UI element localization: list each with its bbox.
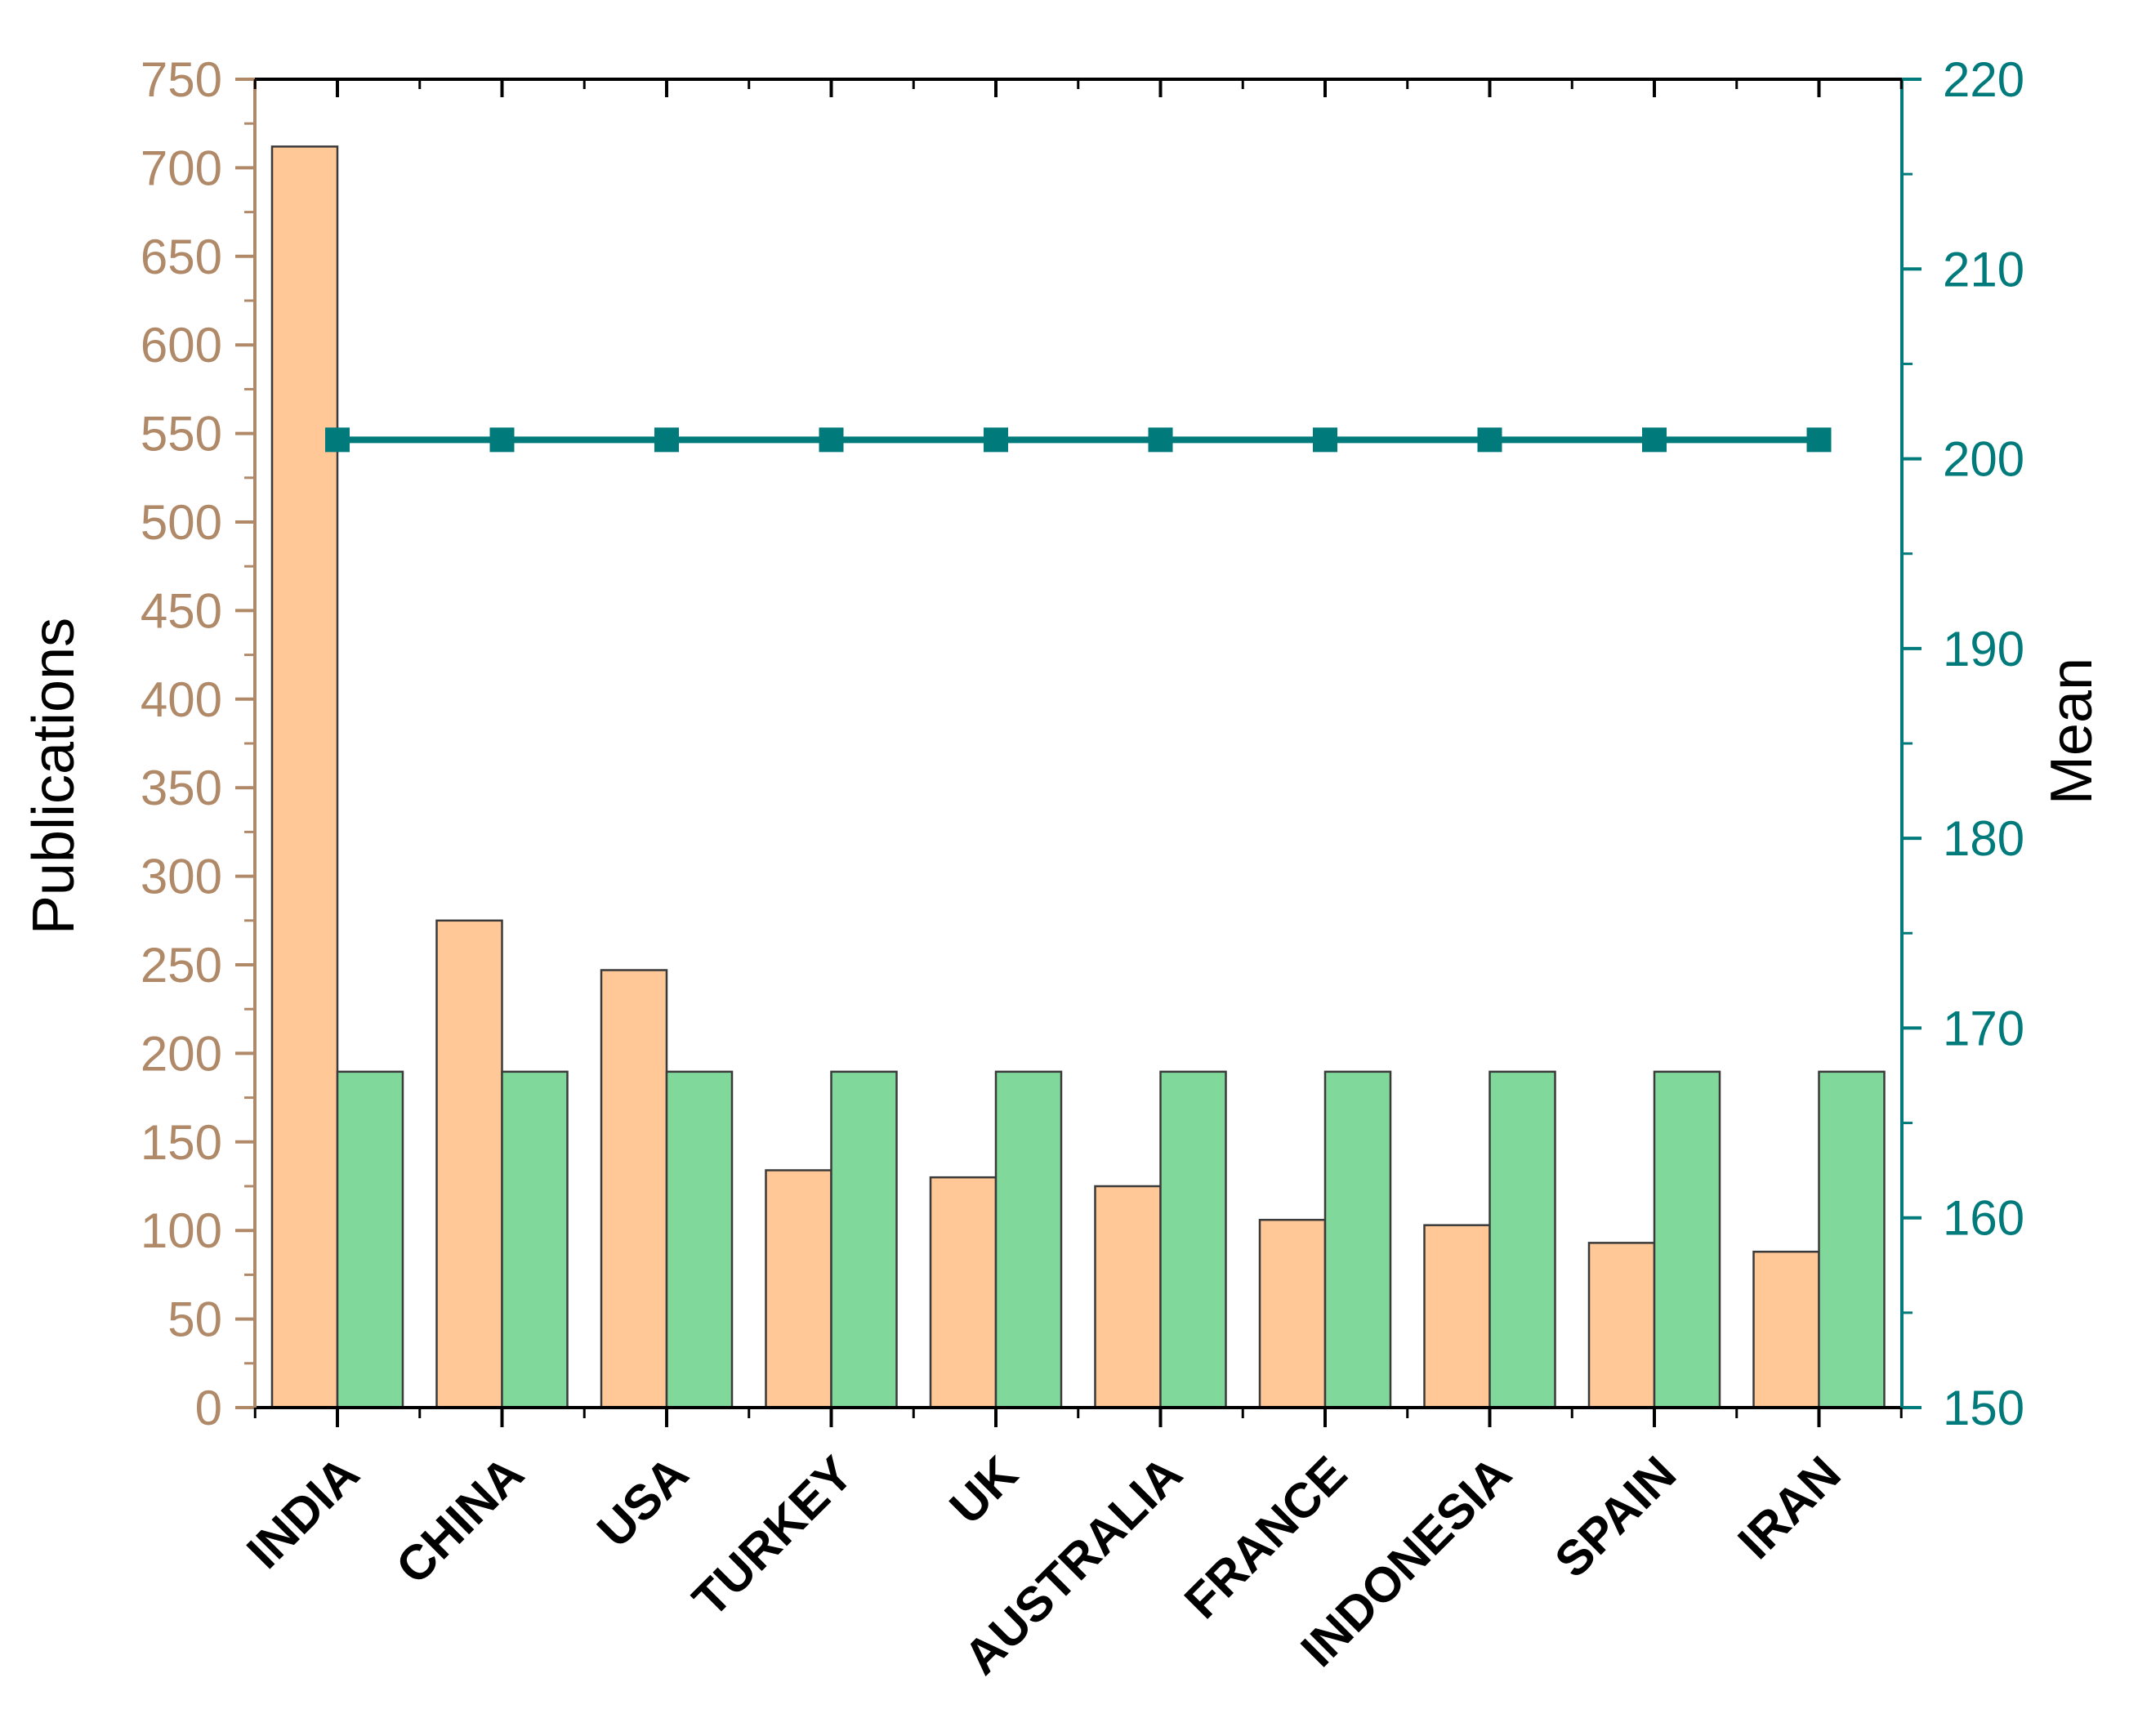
left-tick-label: 550: [141, 407, 222, 462]
bar-publications-france: [1258, 1218, 1327, 1409]
left-tick-label: 700: [141, 141, 222, 195]
bar-publications-indonesia: [1423, 1224, 1491, 1409]
bar-publications-uk: [929, 1176, 998, 1409]
bar-mean-indonesia: [1489, 1070, 1556, 1409]
bar-publications-spain: [1587, 1242, 1656, 1409]
category-label-uk: UK: [940, 1446, 1029, 1535]
category-label-spain: SPAIN: [1544, 1446, 1686, 1588]
bar-publications-usa: [600, 969, 668, 1409]
bar-publications-turkey: [765, 1169, 832, 1409]
bars-layer: [270, 145, 1886, 1409]
bar-publications-iran: [1752, 1250, 1820, 1409]
left-tick-label: 500: [141, 495, 222, 550]
mean-point-turkey: [819, 427, 844, 453]
category-label-iran: IRAN: [1728, 1446, 1851, 1569]
left-tick-label: 450: [141, 583, 222, 638]
right-tick-label: 170: [1943, 1001, 2024, 1055]
bar-mean-india: [336, 1070, 404, 1409]
bar-mean-uk: [994, 1070, 1063, 1409]
bar-mean-france: [1323, 1070, 1392, 1409]
bar-publications-china: [435, 919, 503, 1409]
left-tick-label: 750: [141, 52, 222, 107]
left-tick-label: 400: [141, 672, 222, 727]
line-layer: [325, 427, 1832, 453]
left-tick-label: 100: [141, 1203, 222, 1258]
left-tick-label: 150: [141, 1115, 222, 1170]
right-tick-label: 220: [1943, 52, 2024, 107]
right-tick-label: 180: [1943, 811, 2024, 866]
axes-layer: [235, 78, 1921, 1427]
y-axis-title-left: Publications: [21, 618, 87, 935]
category-label-turkey: TURKEY: [682, 1446, 864, 1627]
mean-point-iran: [1806, 427, 1832, 453]
left-tick-label: 200: [141, 1026, 222, 1081]
bar-mean-usa: [665, 1070, 734, 1409]
left-tick-label: 650: [141, 230, 222, 284]
right-tick-label: 160: [1943, 1191, 2024, 1246]
mean-point-usa: [654, 427, 679, 453]
right-tick-label: 150: [1943, 1381, 2024, 1435]
mean-point-india: [325, 427, 350, 453]
bar-mean-spain: [1653, 1070, 1721, 1409]
left-tick-label: 300: [141, 850, 222, 904]
left-tick-label: 600: [141, 318, 222, 373]
mean-point-uk: [984, 427, 1008, 453]
mean-point-france: [1313, 427, 1337, 453]
y-axis-title-right: Mean: [2039, 658, 2104, 805]
mean-point-australia: [1148, 427, 1173, 453]
left-tick-label: 0: [195, 1381, 222, 1435]
bar-publications-australia: [1094, 1185, 1162, 1409]
mean-point-spain: [1642, 427, 1667, 453]
bar-mean-australia: [1159, 1070, 1227, 1409]
mean-point-indonesia: [1477, 427, 1502, 453]
right-tick-label: 200: [1943, 432, 2024, 487]
right-tick-label: 190: [1943, 622, 2024, 676]
left-tick-label: 350: [141, 761, 222, 815]
right-tick-label: 210: [1943, 242, 2024, 297]
category-label-india: INDIA: [236, 1446, 369, 1579]
mean-point-china: [489, 427, 515, 453]
left-tick-label: 250: [141, 938, 222, 993]
bar-mean-turkey: [830, 1070, 898, 1409]
bar-publications-india: [270, 145, 339, 1409]
category-label-china: CHINA: [386, 1446, 534, 1595]
category-label-usa: USA: [587, 1446, 699, 1558]
bar-mean-china: [501, 1070, 569, 1409]
bar-mean-iran: [1818, 1070, 1886, 1409]
left-tick-label: 50: [167, 1292, 222, 1347]
